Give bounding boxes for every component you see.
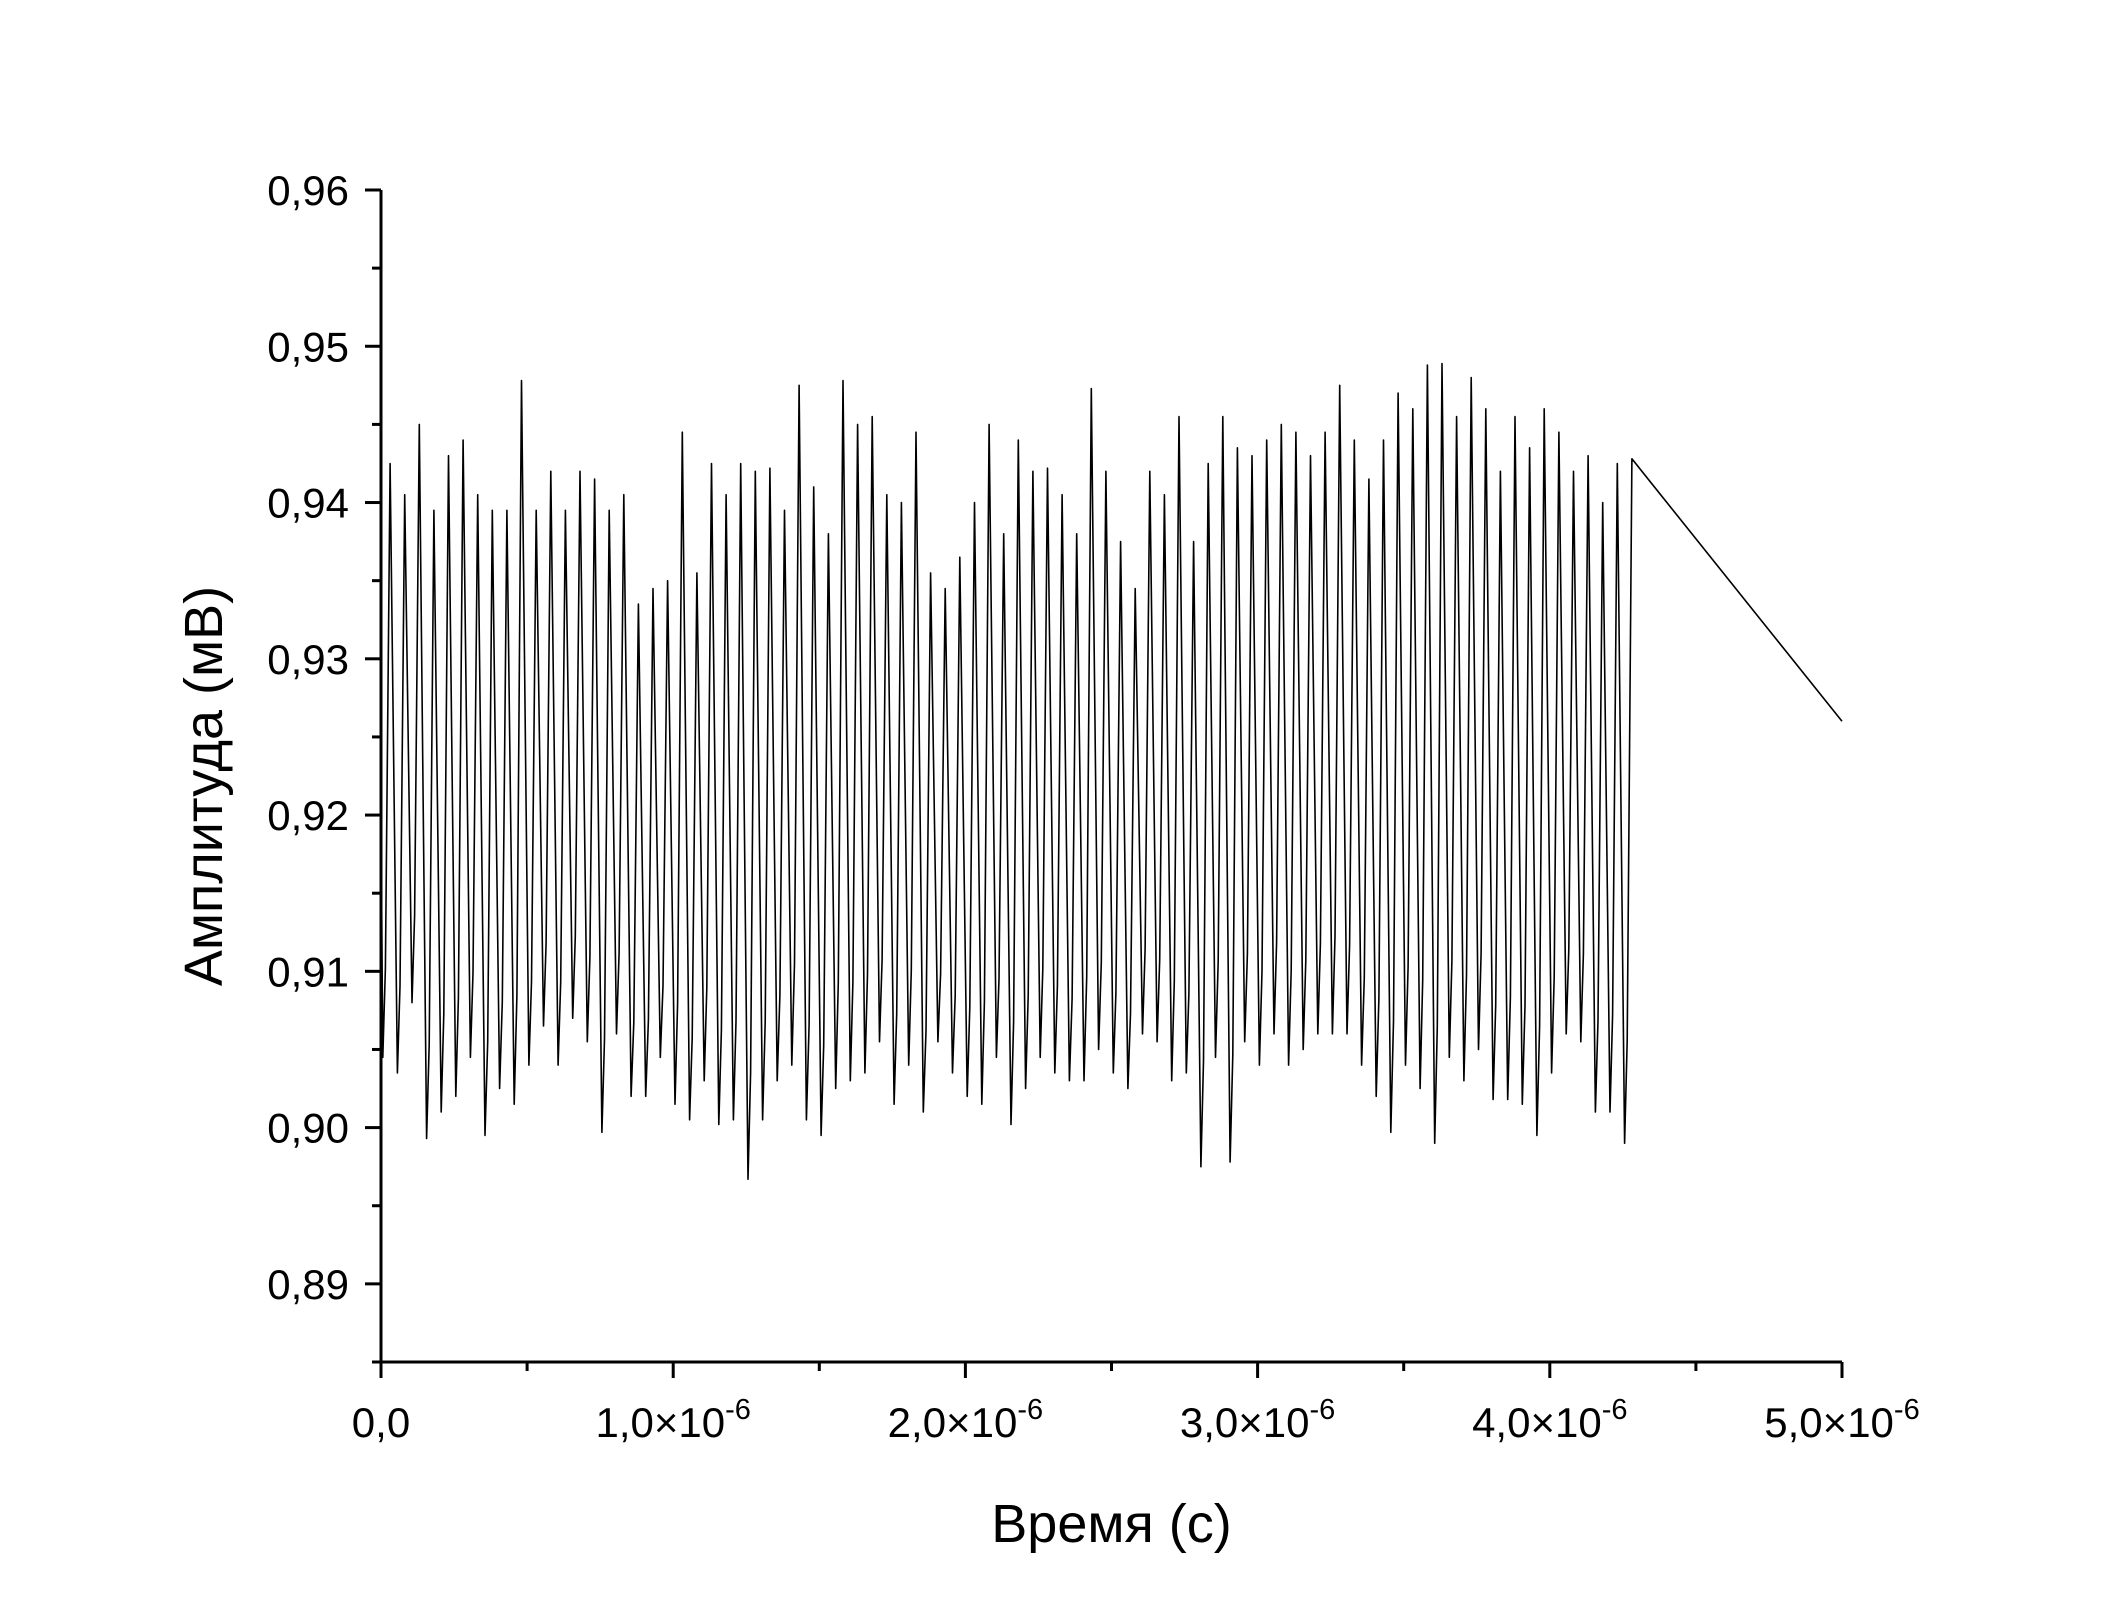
plot-area — [380, 362, 1843, 1180]
x-tick-mantissa: 4,0×10 — [1472, 1399, 1602, 1446]
x-tick-label: 5,0×10-6 — [1764, 1394, 1919, 1446]
y-tick-label: 0,90 — [267, 1105, 349, 1152]
x-tick-exponent: -6 — [1894, 1394, 1920, 1426]
x-tick-mantissa: 3,0×10 — [1180, 1399, 1310, 1446]
y-axis-title: Амплитуда (мВ) — [174, 586, 234, 986]
x-axis-title: Время (с) — [991, 1494, 1231, 1554]
x-tick-exponent: -6 — [1602, 1394, 1628, 1426]
x-tick-label: 0,0 — [352, 1399, 410, 1446]
y-tick-label: 0,92 — [267, 792, 349, 839]
x-tick-label: 1,0×10-6 — [595, 1394, 750, 1446]
y-axis-ticks: 0,89 0,90 0,91 0,92 0,93 0,94 0,95 0,96 — [267, 167, 381, 1364]
x-tick-exponent: -6 — [1017, 1394, 1043, 1426]
x-tick-mantissa: 5,0×10 — [1764, 1399, 1894, 1446]
x-tick-exponent: -6 — [1310, 1394, 1336, 1426]
y-tick-label: 0,89 — [267, 1261, 349, 1308]
x-tick-mantissa: 1,0×10 — [595, 1399, 725, 1446]
x-tick-label: 4,0×10-6 — [1472, 1394, 1627, 1446]
y-tick-label: 0,96 — [267, 167, 349, 214]
y-tick-label: 0,91 — [267, 948, 349, 995]
x-tick-label: 3,0×10-6 — [1180, 1394, 1335, 1446]
x-axis-ticks: 0,0 1,0×10-6 2,0×10-6 3,0×10-6 4,0×10-6 5,0×1… — [352, 1362, 1920, 1446]
x-tick-exponent: -6 — [725, 1394, 751, 1426]
y-tick-label: 0,95 — [267, 323, 349, 370]
series-line — [380, 362, 1843, 1180]
x-tick-mantissa: 2,0×10 — [888, 1399, 1018, 1446]
y-tick-label: 0,93 — [267, 636, 349, 683]
x-tick-label: 2,0×10-6 — [888, 1394, 1043, 1446]
x-tick-mantissa: 0,0 — [352, 1399, 410, 1446]
y-tick-label: 0,94 — [267, 480, 349, 527]
